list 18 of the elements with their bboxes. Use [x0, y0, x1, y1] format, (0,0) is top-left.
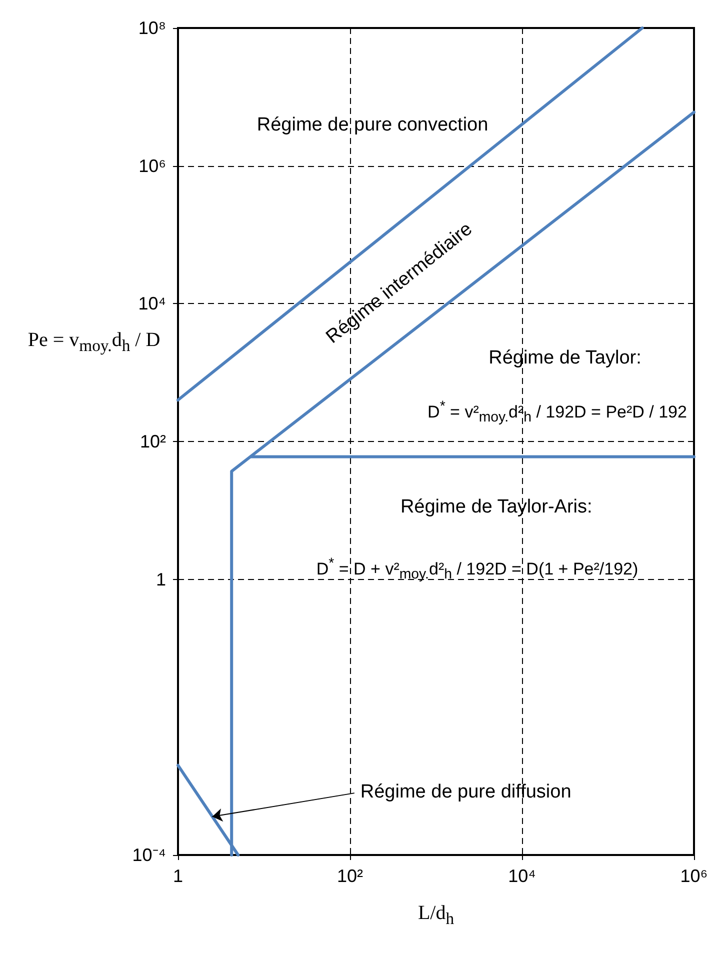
y-tick-label: 10²	[140, 432, 166, 452]
annotation: D$^{*}$ = D + v²$_{moy.}$d²$_{h}$ / 192D = D(1 + Pe²/192)	[315, 555, 640, 583]
x-tick-label: 1	[172, 866, 184, 886]
y-axis-title: Pe = v$_{moy.}$d$_{h}$ / D	[26, 329, 162, 356]
y-tick-label: 10⁴	[138, 294, 166, 314]
x-tick-label: 10²	[336, 866, 364, 886]
y-tick-label: 10⁶	[138, 156, 166, 176]
y-tick-label: 10⁻⁴	[132, 845, 166, 865]
y-tick-label: 1	[156, 569, 166, 590]
annotation: Régime de Taylor-Aris:	[399, 496, 594, 518]
y-tick-label: 10⁸	[138, 18, 166, 38]
x-axis-title: L/d$_{h}$	[416, 902, 456, 928]
x-tick-label: 10⁶	[680, 866, 708, 886]
annotation: Régime de pure diffusion	[359, 782, 572, 804]
annotation: Régime de Taylor:	[488, 347, 642, 370]
x-tick-label: 10⁴	[508, 866, 536, 886]
annotation: Régime de pure convection	[256, 114, 490, 137]
annotation: D$^{*}$ = v²$_{moy.}$d²$_{h}$ / 192D = Pe²D / 192	[426, 398, 688, 426]
